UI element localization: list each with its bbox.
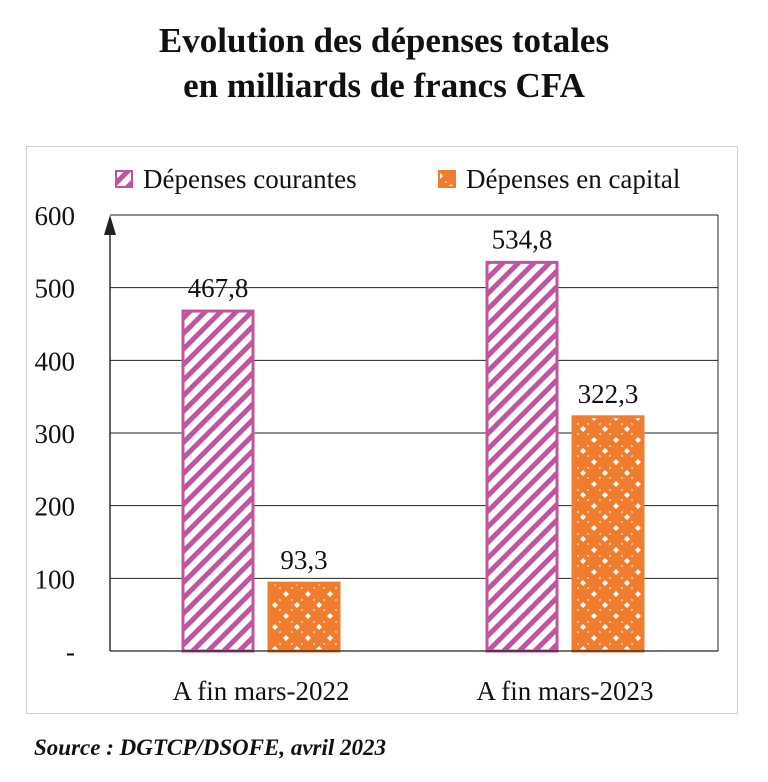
legend: Dépenses courantes Dépenses en capital — [115, 164, 680, 194]
bar-depenses-capital — [571, 415, 645, 653]
data-label: 93,3 — [280, 545, 327, 575]
bars-layer — [181, 260, 645, 653]
y-axis-arrow — [104, 215, 116, 235]
data-label: 322,3 — [578, 379, 639, 409]
legend-label-courantes: Dépenses courantes — [143, 164, 357, 194]
legend-label-capital: Dépenses en capital — [466, 164, 680, 194]
source-note: Source : DGTCP/DSOFE, avril 2023 — [34, 735, 387, 760]
legend-swatch-courantes — [115, 170, 133, 188]
axis-layer — [104, 215, 718, 652]
y-tick-label: 200 — [35, 492, 76, 522]
y-tick-label: 600 — [35, 201, 76, 231]
data-label: 534,8 — [492, 224, 553, 254]
y-tick-label: 100 — [35, 564, 76, 594]
labels-layer: - 100 200 300 400 500 600 467,8 534,8 93,3 322,3 A … — [35, 201, 654, 706]
chart-title-line-2: en milliards de francs CFA — [183, 66, 585, 105]
legend-swatch-capital — [438, 170, 456, 188]
bar-depenses-capital — [267, 581, 341, 653]
chart-title-line-1: Evolution des dépenses totales — [158, 21, 610, 60]
x-category-label: A fin mars-2022 — [173, 676, 350, 706]
x-category-label: A fin mars-2023 — [477, 676, 654, 706]
chart-title: Evolution des dépenses totales en millia… — [0, 18, 768, 108]
bar-depenses-courantes — [181, 309, 255, 653]
data-label: 467,8 — [188, 273, 249, 303]
y-tick-label: 300 — [35, 419, 76, 449]
y-tick-label: 500 — [35, 274, 76, 304]
bar-depenses-courantes — [485, 260, 559, 653]
y-tick-label: - — [66, 637, 75, 667]
y-tick-label: 400 — [35, 346, 76, 376]
